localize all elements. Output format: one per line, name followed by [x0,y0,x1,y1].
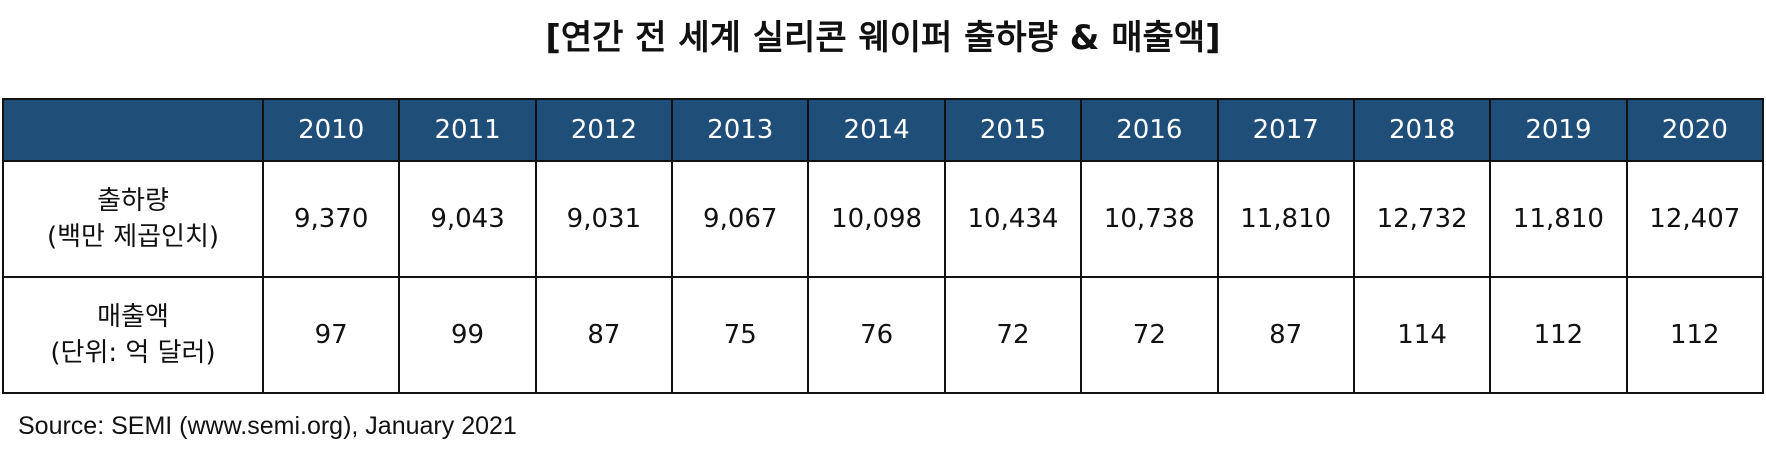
value-cell: 112 [1625,276,1765,394]
value-cell: 76 [807,276,946,394]
value-cell: 112 [1489,276,1628,394]
value-cell: 11,810 [1216,160,1355,278]
table-row: 매출액 (단위: 억 달러) 97 99 87 75 76 72 72 87 114 112 112 [2,276,1765,394]
value-cell: 72 [1080,276,1219,394]
value-cell: 9,067 [671,160,810,278]
source-note: Source: SEMI (www.semi.org), January 202… [18,412,517,440]
value-cell: 97 [261,276,401,394]
value-cell: 87 [534,276,674,394]
header-cell: 2015 [943,98,1083,162]
value-cell: 72 [943,276,1083,394]
header-cell: 2011 [398,98,537,162]
value-cell: 9,370 [261,160,401,278]
title: [연간 전 세계 실리콘 웨이퍼 출하량 & 매출액] [545,18,1221,58]
row-label-line: 출하량 [97,186,169,216]
row-label-line: 매출액 [97,302,169,332]
header-row: 2010 2011 2012 2013 2014 2015 2016 2017 2018 2019… [2,98,1765,162]
row-label-line: (단위: 억 달러) [50,338,216,368]
value-cell: 75 [671,276,810,394]
row-label-cell: 출하량 (백만 제곱인치) [2,160,264,278]
value-cell: 114 [1352,276,1492,394]
table-row: 출하량 (백만 제곱인치) 9,370 9,043 9,031 9,067 10,098 10… [2,160,1765,278]
header-cell: 2014 [807,98,946,162]
value-cell: 11,810 [1489,160,1628,278]
value-cell: 9,031 [534,160,674,278]
header-cell: 2010 [261,98,401,162]
header-cell: 2020 [1625,98,1765,162]
header-cell: 2017 [1216,98,1355,162]
header-cell: 2019 [1489,98,1628,162]
row-label-cell: 매출액 (단위: 억 달러) [2,276,264,394]
value-cell: 10,738 [1080,160,1219,278]
value-cell: 12,407 [1625,160,1765,278]
value-cell: 87 [1216,276,1355,394]
value-cell: 99 [398,276,537,394]
value-cell: 10,098 [807,160,946,278]
header-cell: 2016 [1080,98,1219,162]
header-cell: 2013 [671,98,810,162]
value-cell: 10,434 [943,160,1083,278]
value-cell: 9,043 [398,160,537,278]
value-cell: 12,732 [1352,160,1492,278]
data-table: 2010 2011 2012 2013 2014 2015 2016 2017 2018 2019… [2,98,1765,394]
corner-cell [2,98,264,162]
row-label-line: (백만 제곱인치) [46,222,220,252]
header-cell: 2012 [534,98,674,162]
header-cell: 2018 [1352,98,1492,162]
